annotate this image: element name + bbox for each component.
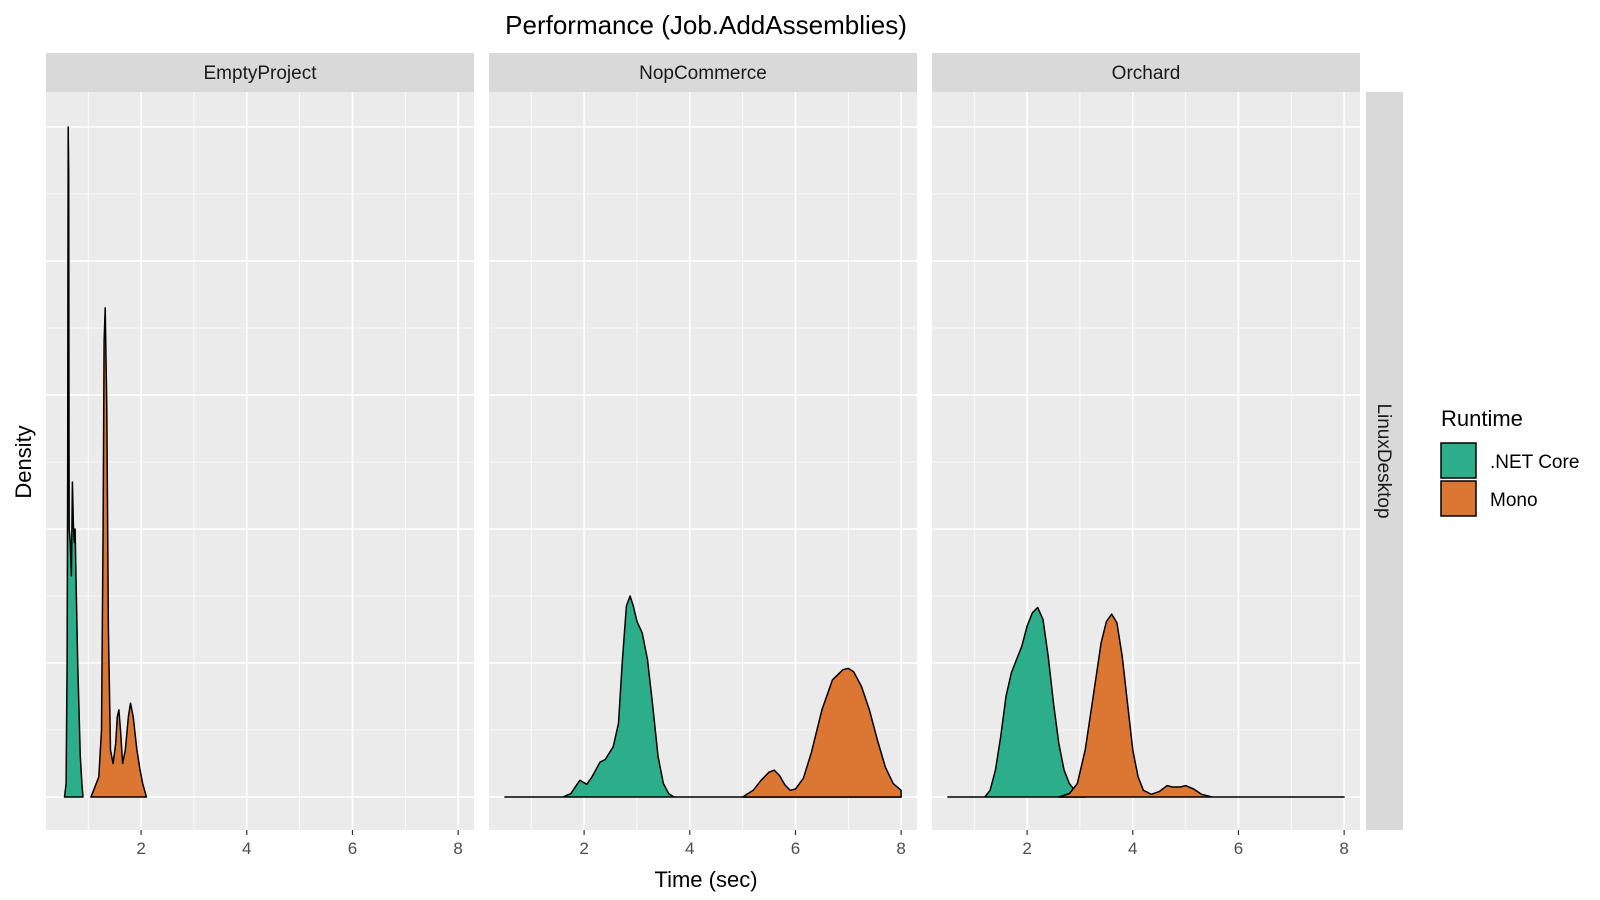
panel-strip-label: Orchard [1112,63,1181,84]
row-strip-label: LinuxDesktop [1373,403,1394,518]
legend: Runtime .NET Core Mono [1440,406,1579,517]
strip-background-emptyproject [46,53,474,92]
x-tick-label: 8 [896,839,905,858]
density-area-mono [741,667,902,798]
panel-emptyproject: EmptyProject 2 4 6 8 [46,53,474,858]
strip-background-nopcommerce [489,53,917,92]
gridlines [932,92,1360,830]
panel-orchard: Orchard 2 4 6 8 [932,53,1360,858]
density-area-net-core [947,606,1086,798]
x-tick-label: 2 [136,839,145,858]
plot-background-orchard [932,92,1360,830]
chart-title: Performance (Job.AddAssemblies) [505,10,907,40]
x-tick-label: 8 [453,839,462,858]
strip-background-orchard [932,53,1360,92]
density-area-mono [1058,613,1345,798]
row-strip-background [1366,92,1403,830]
x-tick-label: 4 [1128,839,1137,858]
x-tick-label: 6 [791,839,800,858]
x-tick-label: 6 [1234,839,1243,858]
panel-strip-label: EmptyProject [204,63,318,84]
legend-key-dotnet-core [1440,442,1477,479]
x-tick-label: 4 [685,839,694,858]
panel-nopcommerce: NopCommerce 2 4 6 8 [489,53,917,858]
x-tick-label: 4 [242,839,251,858]
legend-label-mono: Mono [1490,490,1538,511]
density-area-mono [90,307,148,798]
x-tick-label: 8 [1339,839,1348,858]
density-area-net-core [504,595,902,798]
x-axis-title: Time (sec) [654,867,757,892]
legend-key-mono [1440,480,1477,517]
gridlines [46,92,474,830]
legend-label-dotnet-core: .NET Core [1490,452,1579,473]
panel-strip-label: NopCommerce [639,63,767,84]
row-facet-strip: LinuxDesktop [1366,92,1403,830]
facet-panels: EmptyProject 2 4 6 8 NopCommerce 2 4 6 8 Orchard 2 4… [46,53,1360,858]
legend-title: Runtime [1441,406,1523,431]
x-tick-label: 2 [579,839,588,858]
plot-background-emptyproject [46,92,474,830]
x-tick-label: 6 [348,839,357,858]
density-area-net-core [63,126,84,798]
x-tick-label: 2 [1022,839,1031,858]
y-axis-title: Density [11,425,36,498]
